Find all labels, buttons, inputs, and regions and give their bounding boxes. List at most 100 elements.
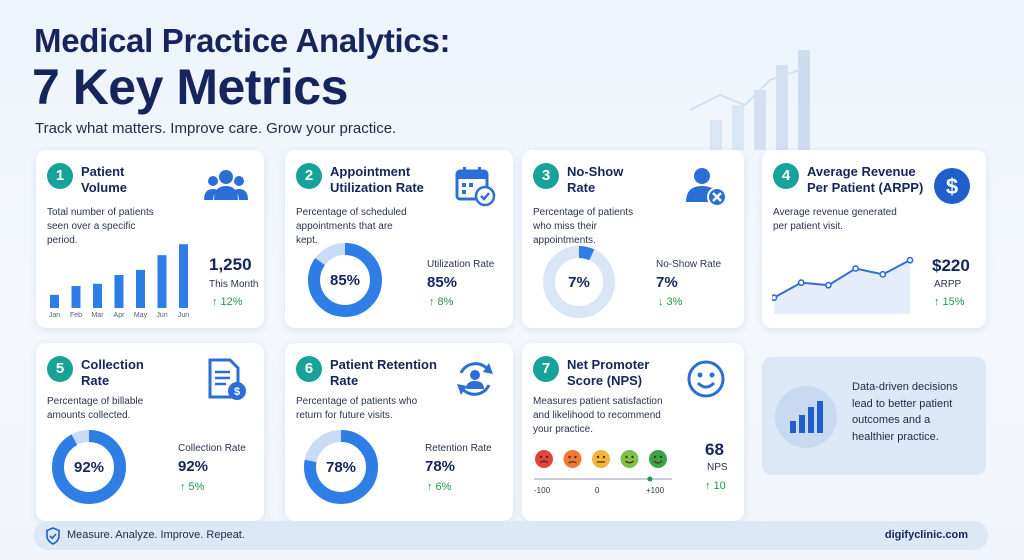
svg-text:$: $ (946, 174, 958, 199)
bar-tick-label: Apr (114, 312, 126, 319)
card-description: Total number of patients seen over a spe… (47, 207, 154, 246)
bar-jun (179, 244, 188, 308)
metric-value: 68 (705, 440, 724, 459)
metric-change: ↑ 12% (212, 296, 243, 308)
bar-mar (93, 283, 102, 308)
metric-card-net-promoter-score: 7 Net Promoter Score (NPS) Measures pati… (522, 343, 744, 521)
bar-tick-label: Jan (49, 312, 60, 319)
card-title: Collection Rate (81, 357, 144, 388)
bar-feb (71, 286, 81, 308)
user-refresh-icon (457, 362, 493, 396)
user-remove-icon (686, 168, 727, 207)
collection-donut-chart: 92% (52, 430, 126, 504)
card-title: Average Revenue Per Patient (ARPP) (807, 164, 924, 195)
card-title: Patient Retention Rate (330, 357, 437, 388)
retention-donut-chart: 78% (304, 430, 378, 504)
donut-center-value: 85% (330, 272, 360, 289)
metric-label: Collection Rate (178, 443, 246, 454)
nps-face-5 (649, 450, 667, 468)
metric-change: ↑ 6% (427, 481, 452, 493)
nps-face-2 (563, 450, 582, 468)
card-description: Measures patient satisfaction and likeli… (533, 396, 663, 435)
donut-fill-arc (308, 243, 382, 317)
background-bar-chart-decoration (690, 50, 810, 150)
insight-note-text: Data-driven decisions lead to better pat… (852, 381, 958, 443)
nps-face-3 (592, 450, 610, 468)
donut-center-value: 92% (74, 459, 104, 476)
invoice-dollar-icon: $ (208, 358, 246, 400)
metric-change: ↓ 3% (658, 296, 683, 308)
metric-label: No-Show Rate (656, 259, 722, 270)
metric-value: 85% (427, 274, 458, 291)
metric-value: 1,250 (209, 255, 252, 274)
donut-fill-arc (304, 430, 378, 504)
nps-scale-max-label: +100 (646, 486, 665, 495)
bar-tick-label: Jun (178, 312, 189, 319)
bar-tick-label: Mar (91, 312, 104, 319)
page-subtitle: Track what matters. Improve care. Grow y… (35, 120, 397, 137)
shield-icon (46, 527, 60, 545)
line-point (852, 265, 859, 272)
line-point (797, 279, 805, 287)
line-point (825, 281, 832, 289)
bar-tick-label: Jun (156, 312, 167, 319)
card-description: Percentage of patients who return for fu… (296, 396, 418, 421)
card-number-badge: 7 (533, 356, 559, 382)
utilization-donut-chart: 85% (308, 243, 382, 317)
bar-may (136, 269, 145, 308)
smiley-icon (687, 360, 725, 398)
metric-change: ↑ 15% (934, 296, 965, 308)
page-title-line-1: Medical Practice Analytics: (34, 22, 451, 59)
page-title-line-2: 7 Key Metrics (32, 59, 348, 115)
card-title: Appointment Utilization Rate (330, 164, 424, 195)
card-description: Percentage of patients who miss their ap… (533, 207, 634, 246)
card-number-badge: 6 (296, 356, 322, 382)
nps-scale-min-label: -100 (534, 486, 551, 495)
metric-card-no-show-rate: 3 No-Show Rate Percentage of patients wh… (522, 150, 744, 328)
metric-card-collection-rate: 5 Collection Rate $ Percentage of billab… (36, 343, 264, 521)
card-description: Average revenue generated per patient vi… (773, 207, 897, 232)
patient-volume-bar-chart: Jan Feb Mar Apr May Jun Jun (49, 244, 189, 319)
nps-face-4 (620, 450, 639, 468)
nps-face-1 (535, 450, 553, 468)
card-number-badge: 1 (47, 163, 73, 189)
bar-tick-label: May (134, 312, 148, 319)
metric-label: NPS (707, 462, 728, 473)
metric-label: Retention Rate (425, 443, 492, 454)
card-number-badge: 5 (47, 356, 73, 382)
dollar-coin-icon: $ (934, 168, 970, 204)
metric-change: ↑ 10 (705, 480, 726, 492)
card-number-badge: 4 (773, 163, 799, 189)
calendar-check-icon (455, 167, 496, 207)
metric-card-retention-rate: 6 Patient Retention Rate Percentage of p… (285, 343, 513, 521)
card-description: Percentage of scheduled appointments tha… (296, 207, 407, 246)
metric-card-appointment-utilization: 2 Appointment Utilization Rate Percentag… (285, 150, 513, 328)
metric-card-patient-volume: 1 Patient Volume Total number of patient… (36, 150, 264, 328)
bar-tick-label: Feb (70, 312, 82, 319)
line-point (879, 270, 887, 278)
metric-label: Utilization Rate (427, 259, 495, 270)
donut-center-value: 78% (326, 459, 356, 476)
card-title: Net Promoter Score (NPS) (567, 357, 650, 388)
donut-fill-arc (543, 246, 615, 318)
metric-label: This Month (209, 279, 259, 290)
no-show-donut-chart: 7% (543, 246, 615, 318)
line-point (772, 294, 778, 302)
nps-scale-mid-label: 0 (595, 486, 600, 495)
bar-chart-icon (775, 386, 837, 448)
line-point (906, 256, 914, 264)
insight-note-card: Data-driven decisions lead to better pat… (762, 357, 986, 475)
footer-bar: Measure. Analyze. Improve. Repeat. digif… (34, 521, 988, 550)
donut-fill-arc (52, 430, 126, 504)
donut-center-value: 7% (568, 274, 590, 291)
metric-card-average-revenue: 4 Average Revenue Per Patient (ARPP) $ A… (762, 150, 986, 328)
footer-website-link[interactable]: digifyclinic.com (884, 529, 968, 541)
bar-jun (157, 255, 167, 308)
metric-change: ↑ 8% (429, 296, 454, 308)
nps-satisfaction-scale (534, 450, 672, 482)
card-description: Percentage of billable amounts collected… (47, 396, 144, 421)
metric-value: 78% (425, 458, 456, 475)
svg-text:$: $ (234, 386, 240, 398)
metric-change: ↑ 5% (180, 481, 205, 493)
card-number-badge: 2 (296, 163, 322, 189)
